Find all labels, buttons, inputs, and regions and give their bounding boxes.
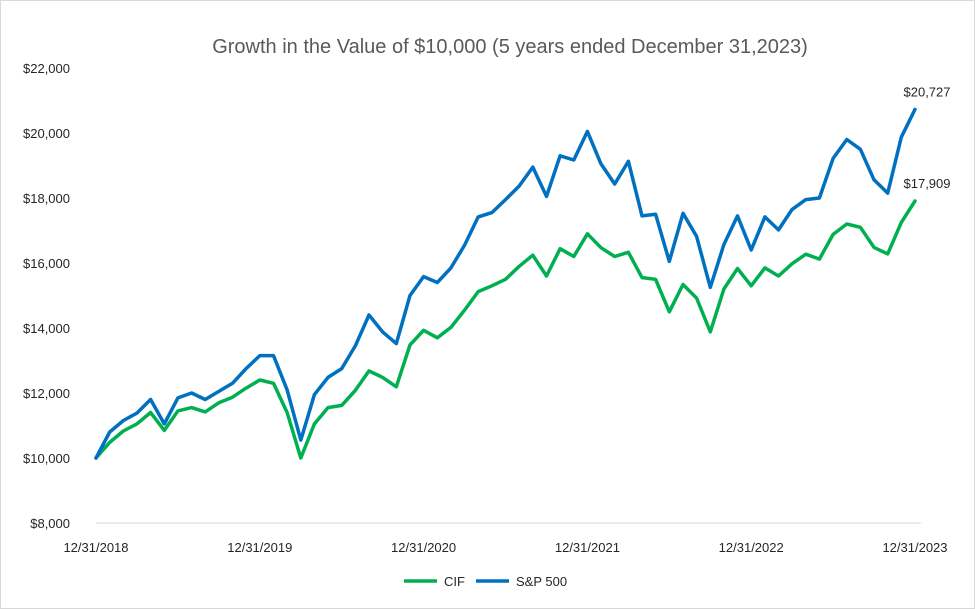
x-tick-label: 12/31/2021 xyxy=(555,540,620,555)
end-value-labels: $17,909 $20,727 xyxy=(904,84,951,191)
y-tick-label: $14,000 xyxy=(23,321,70,336)
series-line-cif xyxy=(94,199,917,460)
y-tick-label: $16,000 xyxy=(23,256,70,271)
y-tick-label: $8,000 xyxy=(30,516,70,531)
series-line-sp500 xyxy=(94,107,917,460)
x-tick-label: 12/31/2023 xyxy=(882,540,947,555)
axes: $8,000 $10,000 $12,000 $14,000 $16,000 $18,00… xyxy=(23,61,948,555)
x-tick-label: 12/31/2019 xyxy=(227,540,292,555)
legend-label-sp500: S&P 500 xyxy=(516,574,567,589)
legend-label-cif: CIF xyxy=(444,574,465,589)
legend: CIF S&P 500 xyxy=(404,574,567,589)
x-tick-label: 12/31/2020 xyxy=(391,540,456,555)
y-tick-label: $20,000 xyxy=(23,126,70,141)
chart-title: Growth in the Value of $10,000 (5 years … xyxy=(212,36,808,58)
y-tick-label: $12,000 xyxy=(23,386,70,401)
x-tick-label: 12/31/2022 xyxy=(719,540,784,555)
series-lines xyxy=(94,107,917,460)
y-tick-label: $22,000 xyxy=(23,61,70,76)
y-tick-label: $18,000 xyxy=(23,191,70,206)
end-value-label-cif: $17,909 xyxy=(904,176,951,191)
y-tick-label: $10,000 xyxy=(23,451,70,466)
end-value-label-sp500: $20,727 xyxy=(904,84,951,99)
x-tick-label: 12/31/2018 xyxy=(63,540,128,555)
